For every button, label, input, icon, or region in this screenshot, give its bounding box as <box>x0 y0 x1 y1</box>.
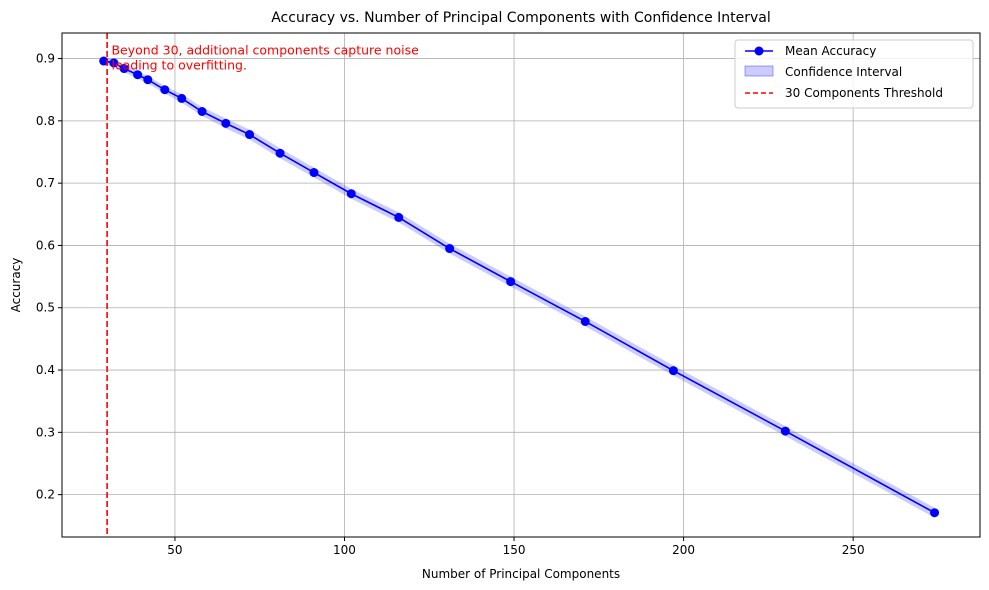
data-point <box>445 244 455 254</box>
annotation: Beyond 30, additional components capture… <box>111 42 419 72</box>
data-point <box>394 212 404 222</box>
y-tick-label: 0.2 <box>36 488 55 502</box>
data-point <box>580 316 590 326</box>
x-axis-label: Number of Principal Components <box>422 567 620 581</box>
legend-marker-mean <box>754 46 764 56</box>
x-tick-label: 200 <box>672 543 695 557</box>
data-point <box>245 130 255 140</box>
data-point <box>275 148 285 158</box>
y-tick-label: 0.8 <box>36 114 55 128</box>
data-point <box>346 189 356 199</box>
x-tick-label: 100 <box>333 543 356 557</box>
data-point <box>506 277 516 287</box>
data-point <box>160 85 170 95</box>
data-point <box>780 426 790 436</box>
y-tick-label: 0.7 <box>36 176 55 190</box>
data-point <box>177 93 187 103</box>
data-point <box>109 58 119 68</box>
y-tick-label: 0.5 <box>36 301 55 315</box>
y-axis-ticks: 0.2 0.3 0.4 0.5 0.6 0.7 0.8 0.9 <box>36 52 62 502</box>
annotation-line: leading to overfitting. <box>111 57 246 72</box>
x-tick-label: 50 <box>167 543 182 557</box>
data-point <box>221 118 231 128</box>
series-layer <box>99 56 940 518</box>
data-point <box>133 70 143 80</box>
legend-label-ci: Confidence Interval <box>785 65 902 79</box>
legend: Mean Accuracy Confidence Interval 30 Com… <box>734 39 974 109</box>
x-tick-label: 250 <box>842 543 865 557</box>
x-tick-label: 150 <box>503 543 526 557</box>
y-tick-label: 0.9 <box>36 52 55 66</box>
y-tick-label: 0.3 <box>36 425 55 439</box>
y-tick-label: 0.6 <box>36 238 55 252</box>
data-point <box>119 64 129 74</box>
data-point <box>99 56 109 66</box>
legend-label-threshold: 30 Components Threshold <box>785 86 943 100</box>
data-point <box>309 168 319 178</box>
legend-label-mean: Mean Accuracy <box>785 44 876 58</box>
legend-swatch-ci <box>744 65 774 77</box>
grid <box>62 33 980 537</box>
data-point <box>930 508 940 518</box>
data-point <box>143 75 153 85</box>
y-axis-label: Accuracy <box>9 258 23 313</box>
annotation-line: Beyond 30, additional components capture… <box>111 42 419 57</box>
data-point <box>197 106 207 116</box>
plot-frame <box>61 32 981 538</box>
y-tick-label: 0.4 <box>36 363 55 377</box>
chart-title: Accuracy vs. Number of Principal Compone… <box>271 10 771 26</box>
x-axis-ticks: 50 100 150 200 250 <box>167 537 865 557</box>
data-point <box>668 366 678 376</box>
legend-box <box>734 39 974 109</box>
